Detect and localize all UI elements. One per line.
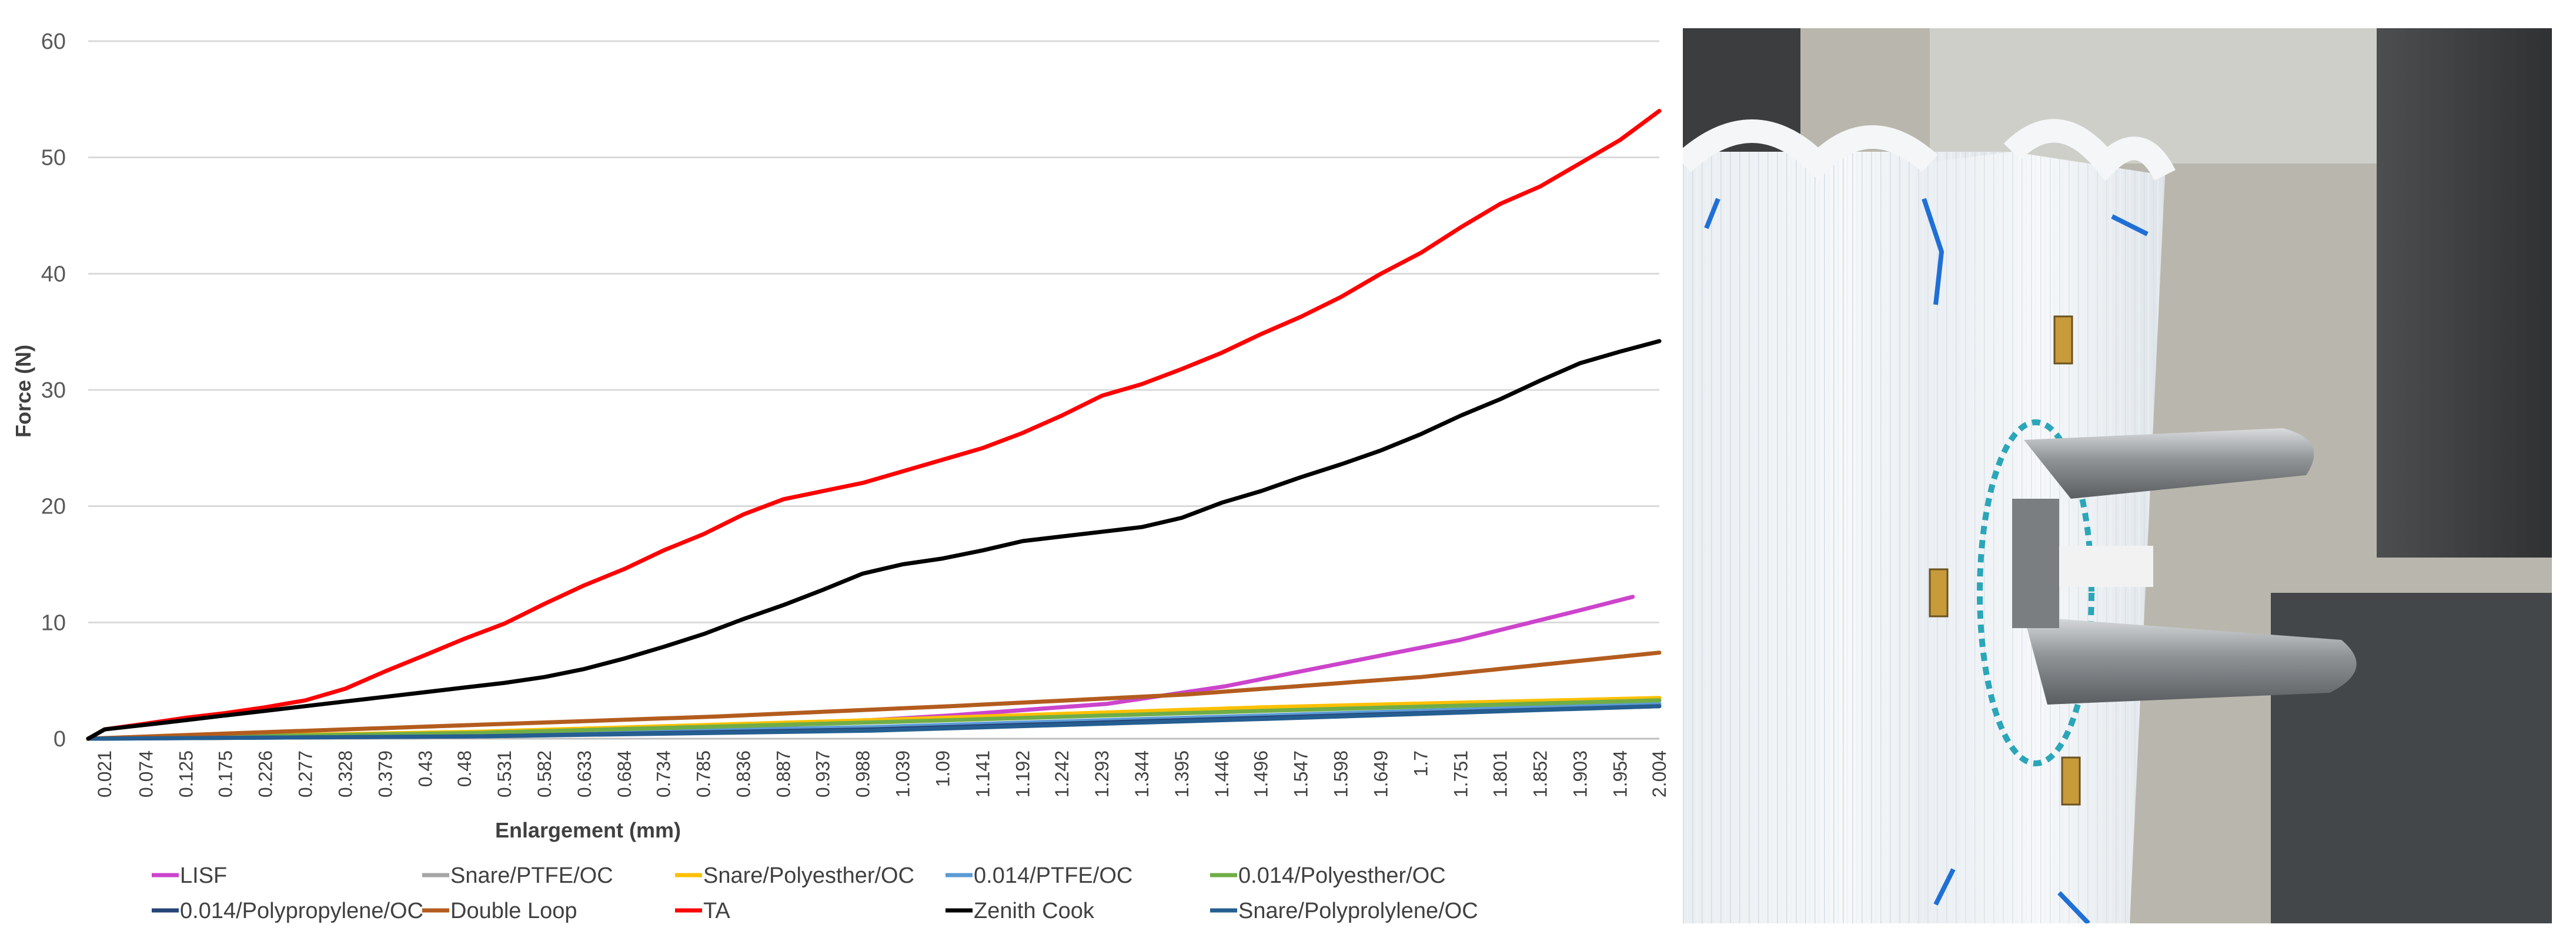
x-tick-label: 1.547 [1291, 750, 1312, 797]
legend-label: 0.014/PTFE/OC [974, 863, 1132, 888]
series-line-0-014-polyesther-oc [86, 698, 1662, 741]
x-tick-label: 1.496 [1251, 750, 1272, 797]
y-tick-labels: 0 10 20 30 40 50 60 [41, 29, 66, 752]
x-tick-label: 1.09 [932, 750, 953, 787]
x-tick-label: 0.43 [415, 750, 436, 787]
x-tick-label: 0.734 [653, 750, 674, 797]
x-tick-label: 0.328 [335, 750, 356, 797]
legend-label: 0.014/Polypropylene/OC [180, 899, 423, 923]
x-tick-label: 1.141 [972, 750, 993, 797]
x-tick-label: 0.937 [812, 750, 833, 797]
x-tick-label: 1.801 [1489, 750, 1511, 797]
gridlines [88, 40, 1659, 740]
x-tick-label: 1.192 [1012, 750, 1033, 797]
y-tick-label: 40 [41, 262, 66, 286]
y-axis-title: Force (N) [11, 345, 35, 438]
legend-label: Zenith Cook [974, 899, 1095, 923]
y-tick-label: 0 [54, 727, 66, 752]
x-tick-label: 0.226 [255, 750, 276, 797]
legend-label: Snare/PTFE/OC [450, 863, 613, 888]
x-tick-label: 0.125 [176, 750, 197, 797]
x-tick-label: 0.582 [534, 750, 555, 797]
x-tick-label: 1.395 [1171, 750, 1192, 797]
x-tick-label: 1.293 [1091, 750, 1112, 797]
legend-label: Snare/Polyprolylene/OC [1238, 899, 1478, 923]
chart-panel: 0 10 20 30 40 50 60 0.021 0.074 0.125 0.175 0.226 0… [11, 29, 1670, 923]
x-tick-label: 0.074 [136, 750, 157, 797]
x-tick-label: 0.277 [295, 750, 316, 797]
x-tick-label: 1.751 [1451, 750, 1472, 797]
x-tick-label: 0.988 [852, 750, 873, 797]
x-tick-label: 1.242 [1051, 750, 1073, 797]
x-tick-label: 1.446 [1211, 750, 1232, 797]
series-line-lisf [86, 595, 1635, 741]
x-tick-label: 1.7 [1411, 750, 1432, 776]
x-tick-label: 0.785 [693, 750, 714, 797]
y-tick-label: 50 [41, 146, 66, 171]
series-line-double-loop [86, 650, 1662, 741]
x-tick-label: 1.039 [892, 750, 913, 797]
x-axis-title: Enlargement (mm) [495, 818, 681, 842]
legend-label: 0.014/Polyesther/OC [1238, 863, 1446, 888]
y-tick-label: 60 [41, 29, 66, 54]
x-tick-label: 0.633 [574, 750, 595, 797]
x-tick-label: 1.852 [1529, 750, 1551, 797]
series-line-ta [86, 109, 1662, 741]
x-tick-label: 0.887 [773, 750, 794, 797]
x-tick-label: 0.175 [215, 750, 236, 797]
x-tick-label: 0.021 [94, 750, 115, 797]
x-tick-label: 1.903 [1569, 750, 1591, 797]
legend-label: Snare/Polyesther/OC [703, 863, 914, 888]
x-tick-labels: 0.021 0.074 0.125 0.175 0.226 0.277 0.328 0.379… [94, 750, 1670, 797]
x-tick-label: 1.649 [1371, 750, 1392, 797]
series-lines [86, 109, 1662, 741]
x-tick-label: 1.954 [1609, 750, 1631, 797]
x-tick-label: 1.598 [1331, 750, 1352, 797]
legend-label: LISF [180, 863, 227, 888]
series-line-zenith-cook [86, 339, 1662, 741]
y-tick-label: 20 [41, 495, 66, 519]
y-tick-label: 30 [41, 378, 66, 403]
x-tick-label: 2.004 [1649, 750, 1670, 797]
x-tick-label: 0.836 [733, 750, 754, 797]
legend-label: Double Loop [450, 899, 577, 923]
x-tick-label: 0.48 [454, 750, 475, 787]
y-tick-label: 10 [41, 610, 66, 635]
x-tick-label: 1.344 [1131, 750, 1152, 797]
x-tick-label: 0.531 [494, 750, 515, 797]
x-tick-label: 0.684 [614, 750, 635, 797]
series-line-snare-polyprolylene-oc [86, 704, 1662, 741]
x-tick-label: 0.379 [375, 750, 396, 797]
legend: LISF Snare/PTFE/OC Snare/Polyesther/OC 0.01… [152, 863, 1478, 923]
specimen-photo [1683, 28, 2552, 923]
legend-label: TA [703, 899, 730, 923]
